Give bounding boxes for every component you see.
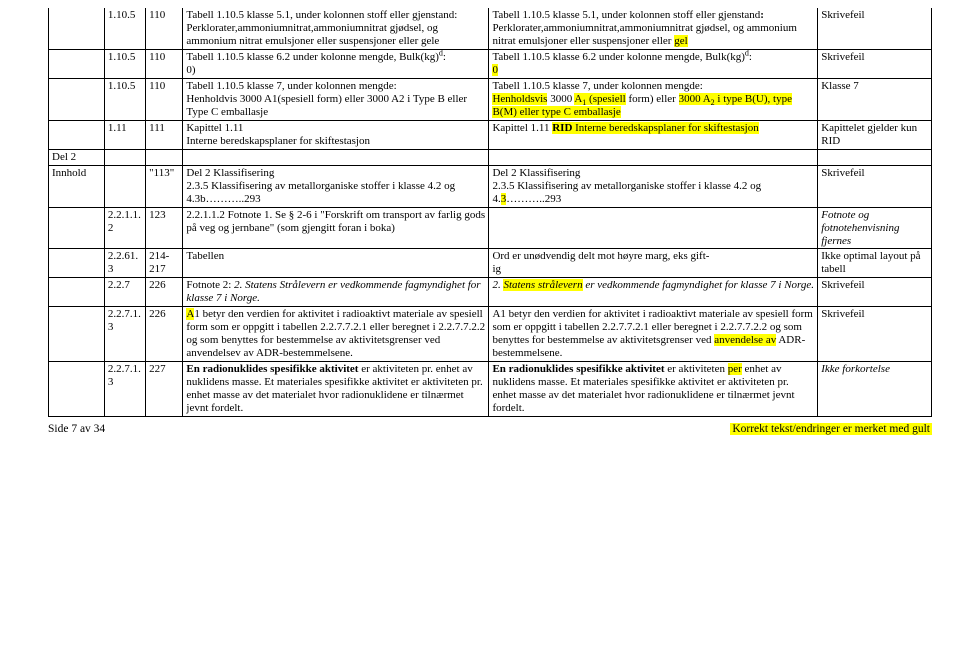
cell: Skrivefeil [818,49,932,78]
cell: Del 2 Klassifisering2.3.5 Klassifisering… [489,165,818,207]
cell [183,149,489,165]
cell: 2.2.1.1.2 Fotnote 1. Se § 2-6 i "Forskri… [183,207,489,249]
cell [49,207,105,249]
cell: Ikke forkortelse [818,362,932,417]
cell [146,149,183,165]
cell [49,307,105,362]
cell: 226 [146,278,183,307]
cell: Innhold [49,165,105,207]
cell [489,207,818,249]
cell: A1 betyr den verdien for aktivitet i rad… [183,307,489,362]
cell [49,249,105,278]
cell: Tabellen [183,249,489,278]
table-row: 1.10.5110Tabell 1.10.5 klasse 6.2 under … [49,49,932,78]
cell: 2.2.7.1.3 [104,307,145,362]
cell [49,120,105,149]
cell: Tabell 1.10.5 klasse 5.1, under kolonnen… [489,8,818,49]
table-row: 2.2.7.1.3226A1 betyr den verdien for akt… [49,307,932,362]
cell: 1.11 [104,120,145,149]
table-row: 2.2.7226Fotnote 2: 2. Statens Strålevern… [49,278,932,307]
table-row: Innhold"113"Del 2 Klassifisering2.3.5 Kl… [49,165,932,207]
cell: En radionuklides spesifikke aktivitet er… [489,362,818,417]
cell: 1.10.5 [104,49,145,78]
cell: 1.10.5 [104,78,145,120]
cell: Del 2 [49,149,105,165]
cell: Skrivefeil [818,165,932,207]
page-footer: Side 7 av 34 Korrekt tekst/endringer er … [48,423,932,435]
cell: Tabell 1.10.5 klasse 7, under kolonnen m… [489,78,818,120]
cell: Kapittelet gjelder kun RID [818,120,932,149]
cell: Klasse 7 [818,78,932,120]
cell [49,362,105,417]
table-row: Del 2 [49,149,932,165]
cell: Fotnote og fotnotehenvisning fjernes [818,207,932,249]
cell: Kapittel 1.11 RID Interne beredskapsplan… [489,120,818,149]
cell: 2. Statens strålevern er vedkommende fag… [489,278,818,307]
cell: Fotnote 2: 2. Statens Strålevern er vedk… [183,278,489,307]
cell: Skrivefeil [818,8,932,49]
cell: 214-217 [146,249,183,278]
footer-note: Korrekt tekst/endringer er merket med gu… [730,423,932,435]
cell: Kapittel 1.11Interne beredskapsplaner fo… [183,120,489,149]
page-number: Side 7 av 34 [48,423,105,435]
cell [818,149,932,165]
table-row: 1.11111Kapittel 1.11Interne beredskapspl… [49,120,932,149]
cell: Del 2 Klassifisering2.3.5 Klassifisering… [183,165,489,207]
cell: 2.2.7 [104,278,145,307]
table-row: 2.2.61.3214-217TabellenOrd er unødvendig… [49,249,932,278]
cell: 227 [146,362,183,417]
cell: En radionuklides spesifikke aktivitet er… [183,362,489,417]
cell: Ikke optimal layout på tabell [818,249,932,278]
cell: "113" [146,165,183,207]
cell [49,278,105,307]
cell: Tabell 1.10.5 klasse 7, under kolonnen m… [183,78,489,120]
cell: Skrivefeil [818,307,932,362]
cell: Ord er unødvendig delt mot høyre marg, e… [489,249,818,278]
cell [49,49,105,78]
table-row: 1.10.5110Tabell 1.10.5 klasse 5.1, under… [49,8,932,49]
cell: 123 [146,207,183,249]
cell [104,165,145,207]
cell: 110 [146,78,183,120]
cell: 226 [146,307,183,362]
cell: 111 [146,120,183,149]
cell: 1.10.5 [104,8,145,49]
cell: 2.2.61.3 [104,249,145,278]
table-row: 2.2.7.1.3227En radionuklides spesifikke … [49,362,932,417]
table-row: 1.10.5110Tabell 1.10.5 klasse 7, under k… [49,78,932,120]
cell: Tabell 1.10.5 klasse 5.1, under kolonnen… [183,8,489,49]
cell [489,149,818,165]
cell: 110 [146,8,183,49]
cell: 110 [146,49,183,78]
table-row: 2.2.1.1.21232.2.1.1.2 Fotnote 1. Se § 2-… [49,207,932,249]
cell [49,8,105,49]
errata-table: 1.10.5110Tabell 1.10.5 klasse 5.1, under… [48,8,932,417]
cell: Tabell 1.10.5 klasse 6.2 under kolonne m… [183,49,489,78]
cell: 2.2.1.1.2 [104,207,145,249]
cell [49,78,105,120]
cell: Tabell 1.10.5 klasse 6.2 under kolonne m… [489,49,818,78]
cell: 2.2.7.1.3 [104,362,145,417]
cell [104,149,145,165]
cell: A1 betyr den verdien for aktivitet i rad… [489,307,818,362]
cell: Skrivefeil [818,278,932,307]
